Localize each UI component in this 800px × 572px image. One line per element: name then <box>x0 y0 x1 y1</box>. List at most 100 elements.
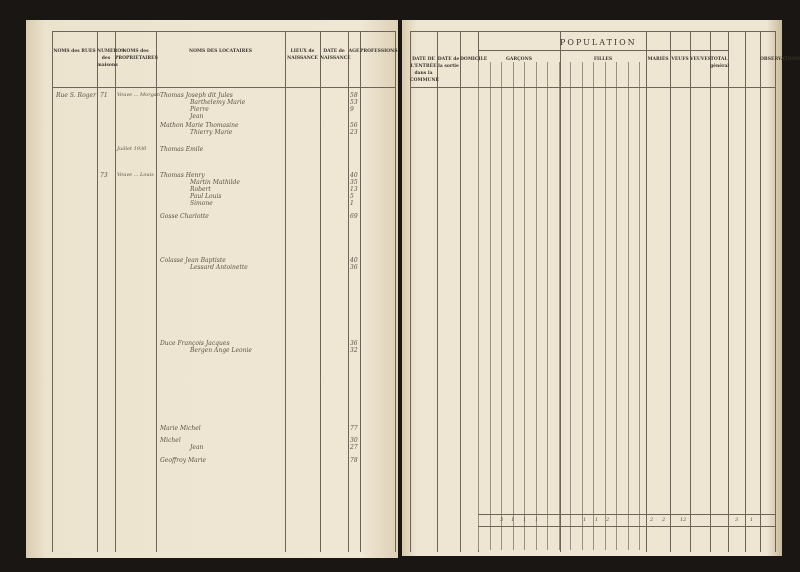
age: 23 <box>350 129 358 136</box>
house-number: 71 <box>100 92 108 99</box>
tenant-name: Gosse Charlotte <box>160 213 209 220</box>
total-value: 1 <box>511 517 515 523</box>
age: 77 <box>350 425 358 432</box>
sub-column-rule <box>616 62 617 550</box>
header-rule <box>410 31 776 32</box>
tenant-name: Thierry Marie <box>190 129 233 136</box>
column-header: AGE <box>348 49 360 54</box>
column-header: PROFESSIONS <box>360 49 398 54</box>
total-value: 1 <box>583 517 587 523</box>
total-value: 2 <box>606 517 610 523</box>
tenant-name: Duce François Jacques <box>160 340 230 347</box>
tenant-name: Geoffroy Marie <box>160 457 207 464</box>
column-rule <box>410 32 411 552</box>
column-rule <box>395 32 396 552</box>
tenant-name: Martin Mathilde <box>190 179 240 186</box>
tenant-name: Barthelemy Marie <box>190 99 246 106</box>
tenant-name: Marie Michel <box>160 425 201 432</box>
sub-column-rule <box>627 62 629 550</box>
tenant-name: Jean <box>190 113 204 120</box>
column-rule <box>690 32 691 552</box>
sub-column-rule <box>489 62 491 550</box>
column-rule <box>728 32 729 552</box>
tenant-name: Thomas Emile <box>160 146 204 153</box>
sub-column-rule <box>535 62 537 550</box>
sub-column-rule <box>501 62 502 550</box>
left-page <box>26 20 398 558</box>
age: 36 <box>350 264 358 271</box>
column-rule <box>745 32 746 552</box>
total-value: 3 <box>500 517 504 523</box>
column-rule <box>437 32 438 552</box>
column-header: NOMS DES LOCATAIRES <box>188 49 252 54</box>
tenant-name: Mathon Marie Thomasine <box>160 122 239 129</box>
column-header: FILLES <box>593 57 613 62</box>
age: 9 <box>350 106 354 113</box>
right-page <box>402 20 782 556</box>
age: 56 <box>350 122 358 129</box>
sub-column-rule <box>547 62 548 550</box>
total-value: 1 <box>595 517 599 523</box>
house-number: 73 <box>100 172 108 179</box>
sub-column-rule <box>478 62 479 550</box>
column-rule <box>285 32 286 552</box>
tenant-name: Lessard Antoinette <box>190 264 248 271</box>
column-header: NUMÉROS des maisons <box>97 49 125 68</box>
column-rule <box>348 32 349 552</box>
column-header: GARÇONS <box>506 57 532 62</box>
column-header: LIEUX de NAISSANCE <box>287 49 318 61</box>
total-value: 1 <box>750 517 754 523</box>
sub-column-rule <box>581 62 583 550</box>
age: 40 <box>350 257 358 264</box>
age: 58 <box>350 92 358 99</box>
tenant-name: Robert <box>190 186 211 193</box>
header-rule <box>52 31 396 32</box>
header-rule <box>410 87 776 88</box>
sub-column-rule <box>639 62 640 550</box>
column-header: DOMICILE <box>460 57 488 62</box>
total-value: 12 <box>680 517 687 523</box>
total-rule <box>478 526 776 527</box>
age: 35 <box>350 179 358 186</box>
tenant-name: Thomas Henry <box>160 172 205 179</box>
total-value: 1 <box>523 517 527 523</box>
age: 53 <box>350 99 358 106</box>
tenant-name: Paul Louis <box>190 193 222 200</box>
column-rule <box>97 32 98 552</box>
column-rule <box>320 32 321 552</box>
column-rule <box>115 32 116 552</box>
tenant-name: Thomas Joseph dit Jules <box>160 92 233 99</box>
column-rule <box>760 32 761 552</box>
column-header: VEUVES <box>690 57 712 62</box>
tenant-name: Pierre <box>190 106 209 113</box>
total-rule <box>478 514 776 515</box>
column-rule <box>560 32 561 552</box>
column-rule <box>775 32 776 552</box>
column-rule <box>460 32 461 552</box>
total-value: 2 <box>662 517 666 523</box>
age: 1 <box>350 200 354 207</box>
total-value: 2 <box>650 517 654 523</box>
column-header: VEUFS <box>671 57 689 62</box>
street-name: Rue S. Roger <box>56 92 96 99</box>
column-rule <box>670 32 671 552</box>
header-rule <box>478 50 728 51</box>
tenant-name: Michel <box>160 437 181 444</box>
total-value: 3 <box>735 517 739 523</box>
age: 30 <box>350 437 358 444</box>
age: 40 <box>350 172 358 179</box>
tenant-name: Colasse Jean Baptiste <box>160 257 226 264</box>
age: 36 <box>350 340 358 347</box>
tenant-name: Bergen Ange Leonie <box>190 347 252 354</box>
column-rule <box>360 32 361 552</box>
tenant-name: Jean <box>190 444 204 451</box>
owner-name: Veuve ... Morgan <box>117 92 160 98</box>
age: 13 <box>350 186 358 193</box>
age: 5 <box>350 193 354 200</box>
header-rule <box>52 87 396 88</box>
column-header: DATE de la sortie <box>437 57 460 69</box>
sub-column-rule <box>512 62 514 550</box>
age: 78 <box>350 457 358 464</box>
column-header: MARIÉS <box>647 57 669 62</box>
sub-column-rule <box>604 62 606 550</box>
